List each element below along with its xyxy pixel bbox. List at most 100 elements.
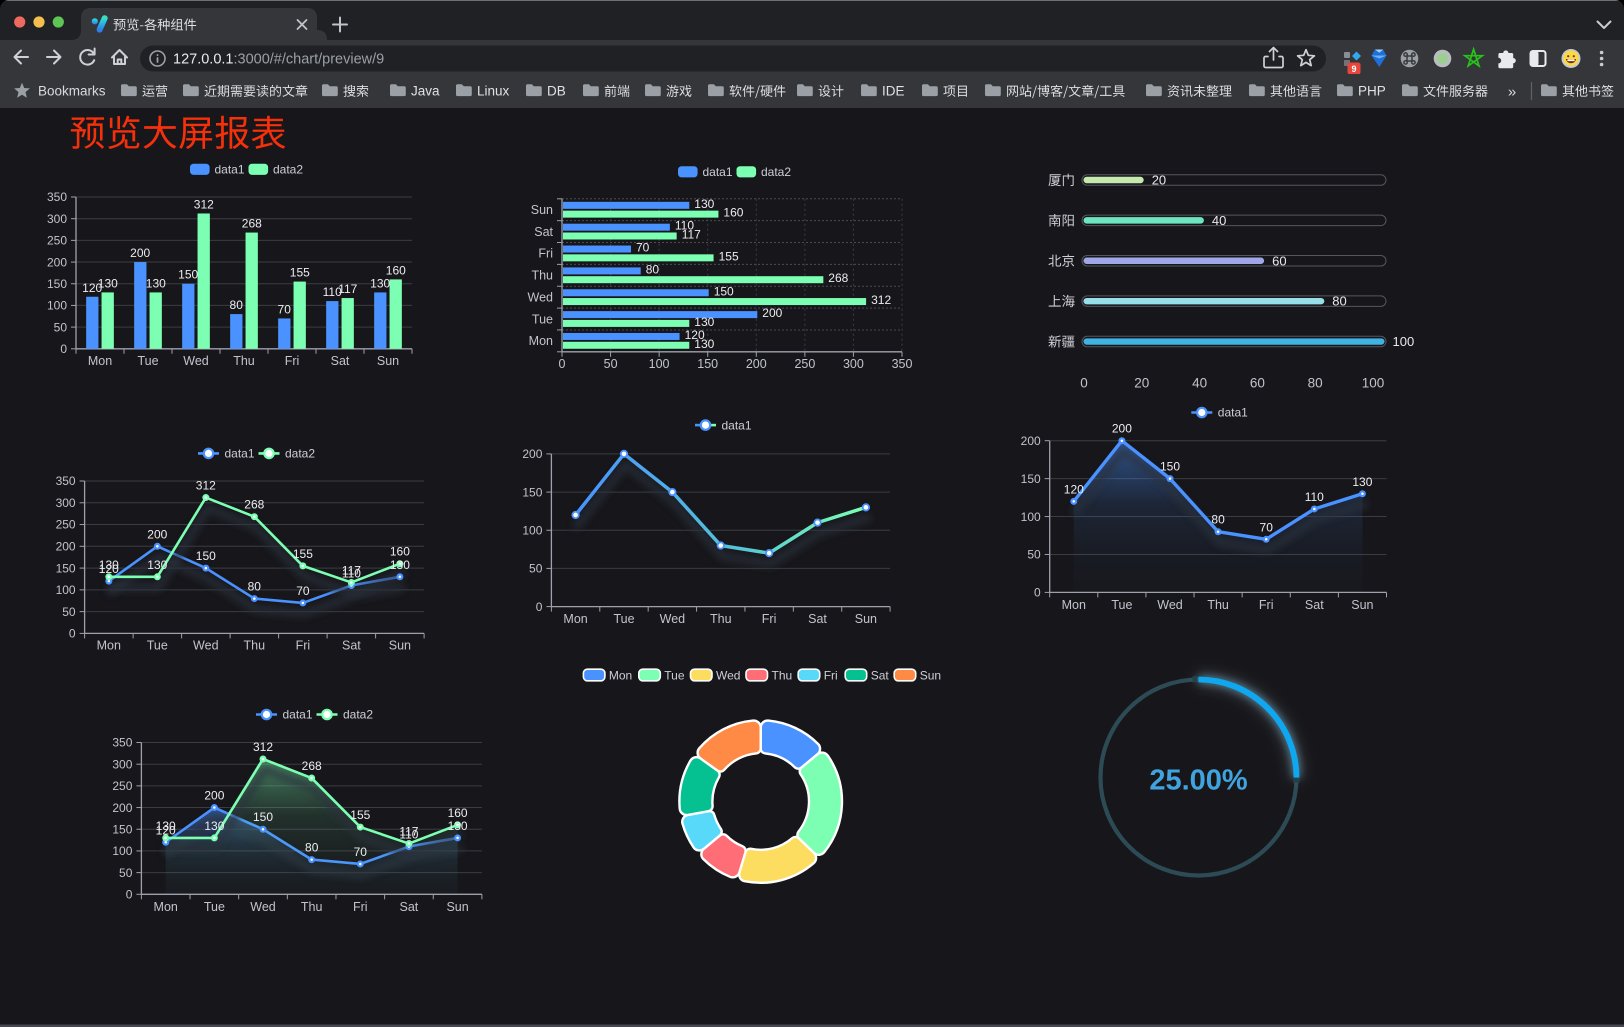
svg-text:Wed: Wed — [183, 354, 209, 368]
svg-text:Tue: Tue — [137, 354, 158, 368]
svg-text:117: 117 — [338, 282, 357, 296]
svg-text:Tue: Tue — [532, 312, 553, 326]
svg-text:40: 40 — [1212, 213, 1226, 228]
svg-text:100: 100 — [1393, 334, 1415, 349]
svg-text:200: 200 — [522, 447, 542, 461]
svg-text:80: 80 — [305, 841, 319, 855]
svg-text:350: 350 — [892, 357, 913, 371]
svg-text:130: 130 — [147, 558, 167, 572]
svg-text:200: 200 — [1112, 422, 1132, 436]
svg-text:117: 117 — [342, 564, 361, 578]
svg-text:»: » — [1508, 84, 1516, 101]
svg-text:100: 100 — [56, 583, 76, 597]
svg-text:Tue: Tue — [147, 639, 168, 653]
svg-text:110: 110 — [399, 828, 418, 842]
svg-text:PHP: PHP — [1358, 84, 1386, 99]
svg-text:80: 80 — [1332, 294, 1346, 309]
svg-text:200: 200 — [47, 255, 67, 269]
svg-text:IDE: IDE — [882, 84, 905, 99]
svg-text:268: 268 — [302, 759, 322, 773]
svg-text:Fri: Fri — [353, 900, 368, 914]
svg-text:350: 350 — [112, 736, 132, 750]
svg-text:150: 150 — [253, 810, 273, 824]
svg-text:200: 200 — [1021, 434, 1041, 448]
svg-text:Fri: Fri — [538, 247, 553, 261]
svg-text:Sat: Sat — [331, 354, 350, 368]
svg-text:0: 0 — [536, 600, 543, 614]
svg-text:Thu: Thu — [301, 900, 323, 914]
svg-text:250: 250 — [794, 357, 815, 371]
svg-text:130: 130 — [694, 197, 714, 211]
svg-text:110: 110 — [675, 219, 694, 233]
svg-text:Sat: Sat — [1305, 598, 1324, 612]
svg-text:80: 80 — [248, 580, 262, 594]
svg-text:Fri: Fri — [285, 354, 300, 368]
svg-text:150: 150 — [1021, 472, 1041, 486]
svg-text:Thu: Thu — [1207, 598, 1229, 612]
svg-text:Sat: Sat — [808, 612, 827, 626]
svg-text:150: 150 — [522, 485, 542, 499]
svg-text:155: 155 — [293, 547, 313, 561]
svg-text:100: 100 — [112, 844, 132, 858]
svg-text:data2: data2 — [761, 165, 791, 179]
svg-text:100: 100 — [649, 357, 670, 371]
svg-text:200: 200 — [147, 527, 167, 541]
svg-text:130: 130 — [99, 558, 119, 572]
svg-text:150: 150 — [47, 277, 67, 291]
svg-text:80: 80 — [230, 298, 244, 312]
svg-text:data1: data1 — [225, 447, 255, 461]
svg-text:50: 50 — [529, 562, 543, 576]
svg-text:Sun: Sun — [377, 354, 399, 368]
svg-text:60: 60 — [1250, 376, 1265, 391]
svg-text:Wed: Wed — [528, 291, 554, 305]
svg-text:0: 0 — [1080, 376, 1088, 391]
svg-text:Mon: Mon — [1062, 598, 1086, 612]
svg-text:130: 130 — [146, 276, 166, 290]
svg-text:50: 50 — [604, 357, 618, 371]
svg-text:50: 50 — [1027, 548, 1041, 562]
svg-text:130: 130 — [156, 819, 176, 833]
svg-text:Thu: Thu — [531, 269, 553, 283]
svg-text:130: 130 — [694, 315, 714, 329]
svg-text:200: 200 — [746, 357, 767, 371]
svg-text:Sun: Sun — [389, 639, 411, 653]
svg-text:80: 80 — [1211, 513, 1225, 527]
svg-text:300: 300 — [843, 357, 864, 371]
svg-text:0: 0 — [69, 627, 76, 641]
svg-text:data1: data1 — [283, 708, 313, 722]
svg-text:117: 117 — [682, 228, 701, 242]
svg-text:300: 300 — [112, 757, 132, 771]
svg-text:150: 150 — [1160, 460, 1180, 474]
svg-text:Sat: Sat — [871, 668, 890, 682]
svg-text:0: 0 — [559, 357, 566, 371]
svg-text:70: 70 — [636, 241, 650, 255]
svg-text:data1: data1 — [1218, 406, 1248, 420]
svg-text:312: 312 — [194, 198, 214, 212]
svg-text:120: 120 — [99, 562, 119, 576]
svg-text:data2: data2 — [285, 447, 315, 461]
svg-text:130: 130 — [370, 276, 390, 290]
svg-text:130: 130 — [204, 819, 224, 833]
svg-text:Tue: Tue — [664, 668, 685, 682]
svg-text:130: 130 — [98, 276, 118, 290]
svg-text:20: 20 — [1152, 173, 1166, 188]
svg-text:60: 60 — [1272, 253, 1286, 268]
svg-text:160: 160 — [390, 545, 410, 559]
svg-text:160: 160 — [448, 806, 468, 820]
svg-text:100: 100 — [1021, 510, 1041, 524]
svg-text:Mon: Mon — [88, 354, 112, 368]
svg-text:Wed: Wed — [1157, 598, 1183, 612]
svg-text:120: 120 — [156, 823, 176, 837]
svg-text:312: 312 — [196, 479, 216, 493]
svg-text:0: 0 — [1034, 586, 1041, 600]
svg-text:Wed: Wed — [660, 612, 686, 626]
svg-text:200: 200 — [130, 246, 150, 260]
svg-text:Fri: Fri — [1259, 598, 1274, 612]
svg-text:Bookmarks: Bookmarks — [38, 84, 106, 99]
svg-text:Fri: Fri — [296, 639, 311, 653]
svg-text:Mon: Mon — [563, 612, 587, 626]
svg-text:Sun: Sun — [920, 668, 941, 682]
svg-text:Thu: Thu — [244, 639, 266, 653]
svg-text:350: 350 — [56, 474, 76, 488]
svg-text:300: 300 — [47, 212, 67, 226]
